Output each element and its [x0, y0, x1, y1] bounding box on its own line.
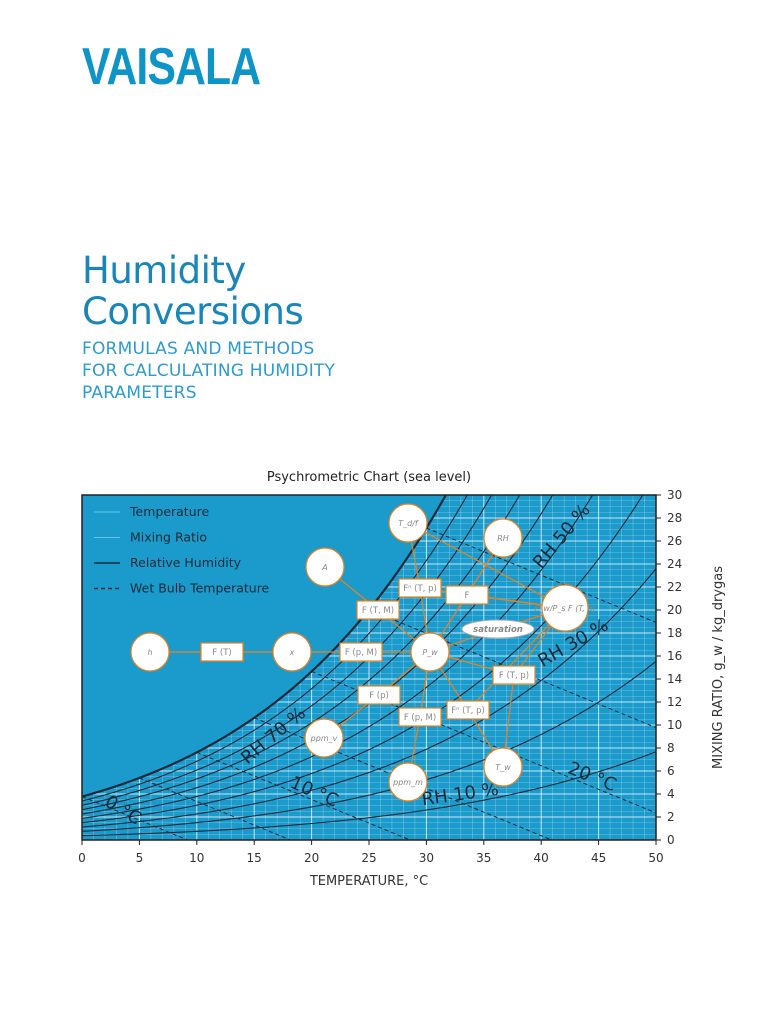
legend-label: Temperature	[129, 504, 209, 519]
y-tick-label: 12	[667, 695, 682, 709]
diagram-node-label-FTM: F (T, M)	[362, 606, 394, 616]
y-tick-label: 0	[667, 833, 675, 847]
diagram-node-label-ppmv: ppm_v	[310, 734, 338, 743]
diagram-node-PwPs	[541, 584, 589, 632]
wet-bulb-line-20	[311, 670, 656, 814]
x-tick-label: 50	[648, 851, 663, 865]
y-tick-label: 8	[667, 741, 675, 755]
x-tick-label: 15	[247, 851, 262, 865]
diagram-node-label-sat: saturation	[473, 625, 523, 635]
x-tick-label: 30	[419, 851, 434, 865]
title-line: Conversions	[82, 290, 304, 333]
wet-bulb-line-30	[426, 527, 656, 623]
subtitle-line: FORMULAS AND METHODS	[82, 339, 315, 359]
x-tick-label: 35	[476, 851, 491, 865]
page-subtitle: FORMULAS AND METHODS FOR CALCULATING HUM…	[82, 338, 402, 404]
diagram-node-label-x: x	[289, 648, 295, 657]
diagram-node-label-F: F	[465, 591, 470, 601]
diagram-node-h	[130, 632, 170, 672]
y-tick-label: 16	[667, 649, 682, 663]
subtitle-line: FOR CALCULATING HUMIDITY	[82, 361, 336, 381]
diagram-node-FT	[200, 642, 244, 662]
diagram-node-label-Tw: T_w	[495, 763, 511, 772]
y-tick-label: 30	[667, 488, 682, 502]
rh-curve-10	[82, 751, 656, 837]
y-tick-label: 22	[667, 580, 682, 594]
y-tick-label: 10	[667, 718, 682, 732]
diagram-node-x	[272, 632, 312, 672]
diagram-node-ppmv	[304, 718, 344, 758]
rh-curve-20	[82, 660, 656, 832]
saturated-region	[82, 495, 656, 797]
legend-label: Wet Bulb Temperature	[130, 581, 270, 596]
y-tick-label: 26	[667, 534, 682, 548]
rh-curve-30	[82, 568, 656, 828]
x-tick-label: 10	[189, 851, 204, 865]
wet-bulb-line-5	[139, 777, 292, 840]
diagram-node-label-FTp: F (T, p)	[499, 671, 529, 681]
diagram-node-label-RH: RH	[497, 534, 509, 543]
diagram-node-label-FpM2: F (p, M)	[404, 713, 436, 723]
y-axis-label: MIXING RATIO, g_w / kg_drygas	[711, 566, 726, 769]
diagram-node-F	[445, 585, 489, 605]
diagram-node-FTM	[356, 600, 400, 620]
y-tick-label: 2	[667, 810, 675, 824]
diagram-node-A	[305, 547, 345, 587]
diagram-node-Tar	[388, 503, 428, 543]
diagram-node-label-h: h	[147, 648, 152, 657]
y-tick-label: 4	[667, 787, 675, 801]
page-title: Humidity Conversions	[82, 249, 304, 333]
diagram-node-label-A: A	[321, 563, 327, 572]
diagram-node-Fn2	[446, 700, 490, 720]
diagram-node-label-Fn1: Fⁿ (T, p)	[403, 584, 437, 594]
chart-title: Psychrometric Chart (sea level)	[266, 470, 472, 485]
diagram-node-ppmm	[388, 762, 428, 802]
y-tick-label: 24	[667, 557, 682, 571]
legend-label: Relative Humidity	[130, 555, 242, 570]
title-line: Humidity	[82, 249, 246, 292]
diagram-node-label-FpM1: F (p, M)	[345, 648, 377, 658]
x-tick-label: 25	[361, 851, 376, 865]
diagram-node-FTp	[492, 665, 536, 685]
diagram-node-label-Tar: T_d/f	[398, 519, 419, 528]
x-tick-label: 20	[304, 851, 319, 865]
rh-curve-50	[82, 495, 594, 819]
diagram-node-label-PwPs: P_w/P_s F (T, p)	[534, 604, 595, 613]
x-tick-label: 40	[534, 851, 549, 865]
y-tick-label: 14	[667, 672, 682, 686]
diagram-arrow-Tar-PwPs	[407, 522, 566, 609]
subtitle-line: PARAMETERS	[82, 383, 197, 403]
diagram-node-Fn1	[398, 578, 442, 598]
y-tick-label: 20	[667, 603, 682, 617]
diagram-node-label-Fn2: Fⁿ (T, p)	[451, 706, 485, 716]
diagram-node-label-Pw: P_w	[422, 648, 438, 657]
rh-curve-90	[82, 495, 468, 802]
diagram-node-label-Fp: F (p)	[369, 691, 389, 701]
diagram-node-Tw	[483, 747, 523, 787]
rh-curve-70	[82, 495, 521, 811]
y-tick-label: 6	[667, 764, 675, 778]
diagram-node-label-FT: F (T)	[212, 648, 231, 658]
x-tick-label: 0	[78, 851, 86, 865]
vaisala-logo: VAISALA	[82, 38, 261, 96]
x-axis-label: TEMPERATURE, °C	[309, 874, 428, 889]
y-tick-label: 28	[667, 511, 682, 525]
diagram-node-Pw	[410, 632, 450, 672]
legend-label: Mixing Ratio	[130, 530, 207, 545]
diagram-node-FpM1	[339, 642, 383, 662]
x-tick-label: 5	[136, 851, 144, 865]
diagram-node-sat	[461, 619, 535, 639]
diagram-arrow-PwPs-Fn1	[419, 587, 566, 609]
diagram-node-label-ppmm: ppm_m	[392, 778, 423, 787]
diagram-node-Fp	[357, 685, 401, 705]
diagram-node-FpM2	[398, 707, 442, 727]
y-tick-label: 18	[667, 626, 682, 640]
x-tick-label: 45	[591, 851, 606, 865]
diagram-node-RH	[483, 518, 523, 558]
